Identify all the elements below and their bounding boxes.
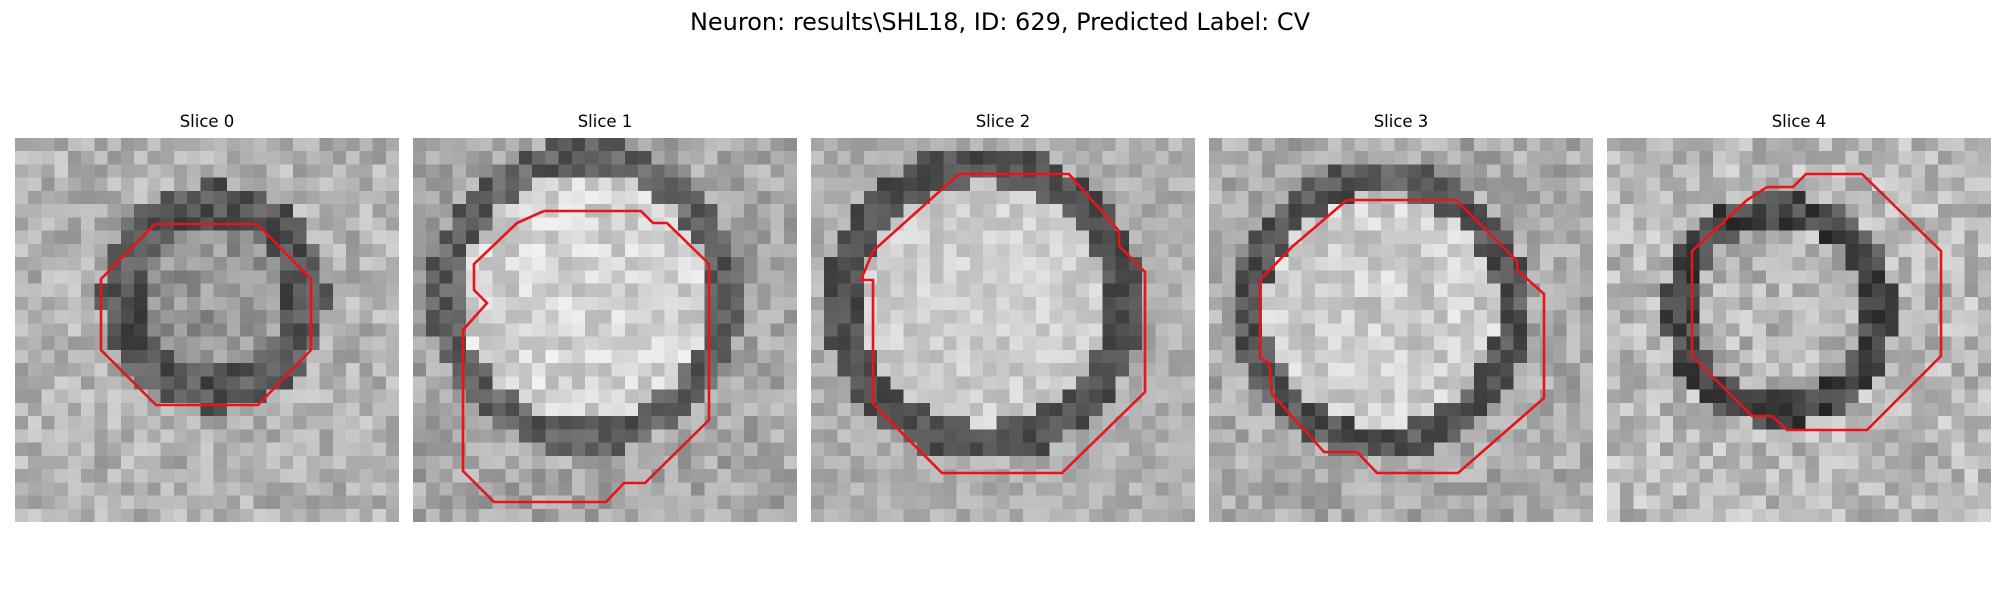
slice-panel-1: Slice 1 xyxy=(413,112,797,522)
slice-image-3 xyxy=(1209,138,1593,522)
segmentation-outline-3 xyxy=(1258,198,1546,475)
slice-panel-0: Slice 0 xyxy=(15,112,399,522)
segmentation-outline-2 xyxy=(859,172,1147,475)
slice-panel-4: Slice 4 xyxy=(1607,112,1991,522)
slice-image-4 xyxy=(1607,138,1991,522)
slice-title-3: Slice 3 xyxy=(1373,112,1429,131)
slice-panel-2: Slice 2 xyxy=(811,112,1195,522)
micrograph-4 xyxy=(1607,138,1991,522)
micrograph-2 xyxy=(811,138,1195,522)
micrograph-0 xyxy=(15,138,399,522)
slice-title-0: Slice 0 xyxy=(179,112,235,131)
segmentation-outline-0 xyxy=(99,222,313,407)
segmentation-outline-1 xyxy=(461,209,711,504)
slice-title-4: Slice 4 xyxy=(1771,112,1827,131)
slice-title-2: Slice 2 xyxy=(975,112,1031,131)
segmentation-outline-4 xyxy=(1690,172,1943,432)
slice-image-2 xyxy=(811,138,1195,522)
micrograph-1 xyxy=(413,138,797,522)
slice-image-0 xyxy=(15,138,399,522)
slice-image-1 xyxy=(413,138,797,522)
slice-panel-3: Slice 3 xyxy=(1209,112,1593,522)
slice-title-1: Slice 1 xyxy=(577,112,633,131)
figure-title: Neuron: results\SHL18, ID: 629, Predicte… xyxy=(689,8,1311,36)
micrograph-3 xyxy=(1209,138,1593,522)
